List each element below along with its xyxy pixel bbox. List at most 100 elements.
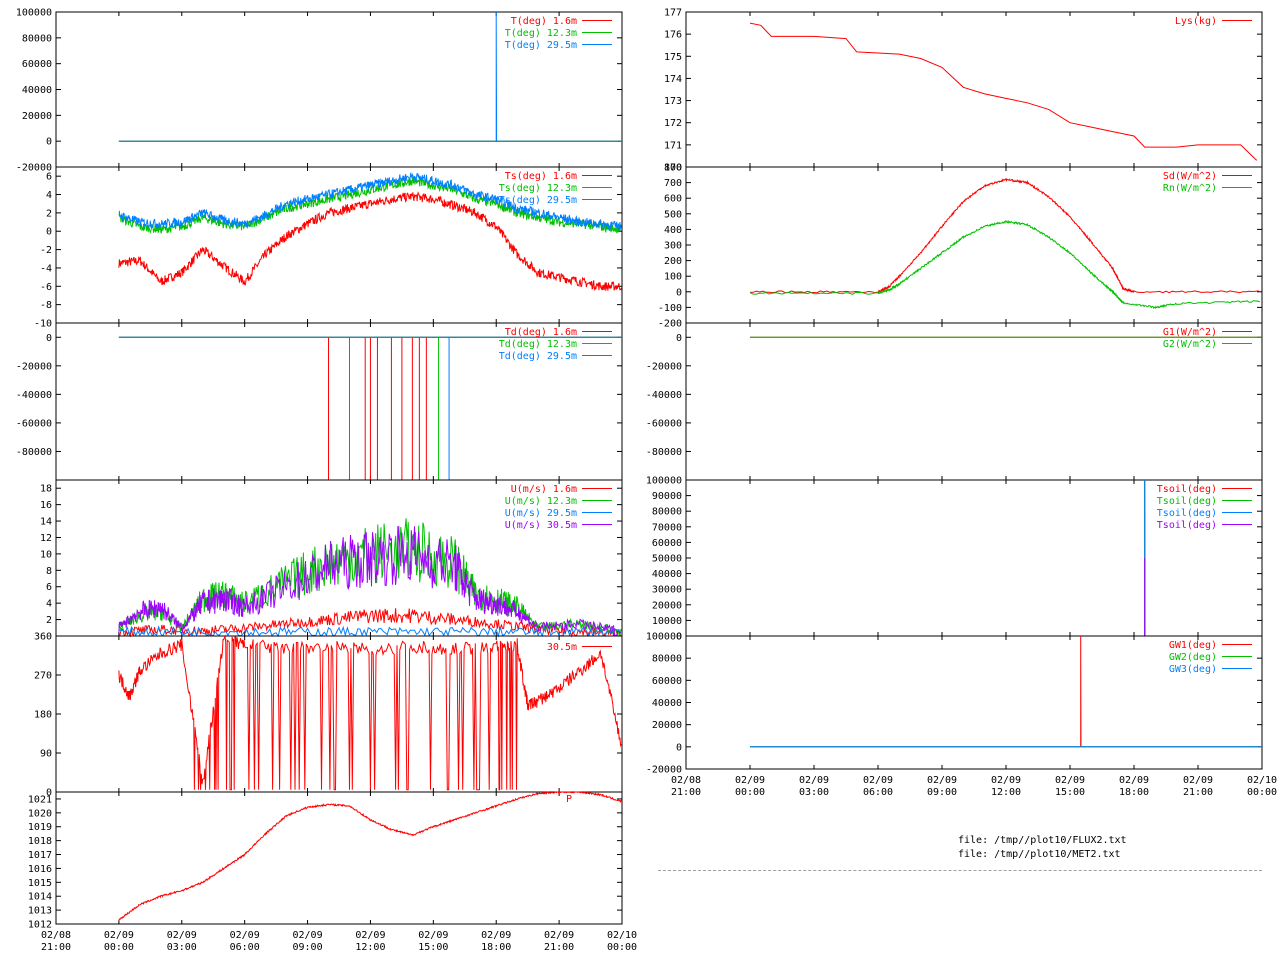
x-tick-label-time: 03:00 [799,787,829,798]
y-tick-label: 270 [34,671,52,682]
y-tick-label: 30000 [652,585,682,596]
y-tick-label: 200 [664,256,682,267]
series-line-red [749,177,1259,294]
file-list: file: /tmp//plot10/FLUX2.txt file: /tmp/… [958,834,1127,862]
plot-frame [685,11,1263,168]
y-tick-label: 360 [34,632,52,643]
y-tick-label: -20000 [646,361,682,372]
y-tick-label: -2 [40,245,52,256]
chart-panel-dir: 0 90 180 270 360 30.5m [34,632,623,799]
legend-label: Td(deg) 29.5m [499,351,577,362]
y-tick-label: 1020 [28,808,52,819]
y-tick-label: 14 [40,517,52,528]
x-tick-label-time: 09:00 [293,942,323,953]
legend-label: U(m/s) 12.3m [505,496,577,507]
series-line-blue [118,172,622,231]
legend-label: P [566,794,572,805]
y-tick-label: 60000 [652,538,682,549]
y-tick-label: 1018 [28,836,52,847]
file-line-flux: file: /tmp//plot10/FLUX2.txt [958,835,1127,846]
y-tick-label: -6 [40,282,52,293]
y-tick-label: 40000 [22,85,52,96]
x-tick-label-date: 02/09 [104,930,134,941]
x-tick-label-date: 02/09 [481,930,511,941]
series-line-red [749,22,1258,161]
y-tick-label: 6 [46,582,52,593]
y-tick-label: 174 [664,74,682,85]
y-tick-label: 70000 [652,522,682,533]
y-tick-label: 1014 [28,892,52,903]
x-tick-label-date: 02/09 [799,775,829,786]
legend-label: 30.5m [547,642,577,653]
x-tick-label-time: 12:00 [355,942,385,953]
y-tick-label: 0 [46,788,52,799]
x-tick-label-time: 18:00 [1119,787,1149,798]
y-tick-label: -100 [658,303,682,314]
series-line-green [749,219,1261,310]
y-tick-label: 172 [664,118,682,129]
x-tick-label-date: 02/09 [293,930,323,941]
legend-label: Tsoil(deg) [1157,508,1217,519]
y-tick-label: 1019 [28,822,52,833]
y-tick-label: 80000 [22,33,52,44]
x-tick-label-time: 00:00 [735,787,765,798]
chart-panel-rad: -200 -100 0 100 200 300 400 500 600 700 800 Sd(W/m^… [658,163,1263,330]
y-tick-label: 600 [664,194,682,205]
chart-panel-p: 1012 1013 1014 1015 1016 1017 1018 1019 1020 1021… [28,790,623,931]
y-tick-label: 100000 [16,8,52,19]
y-tick-label: 20000 [652,600,682,611]
x-tick-label-date: 02/09 [863,775,893,786]
y-tick-label: 0 [676,742,682,753]
legend-label: U(m/s) 1.6m [511,484,577,495]
y-tick-label: 0 [676,287,682,298]
x-tick-label-time: 15:00 [418,942,448,953]
x-tick-label-date: 02/09 [230,930,260,941]
legend-label: Tsoil(deg) [1157,496,1217,507]
y-tick-label: 0 [676,632,682,643]
legend-label: Sd(W/m^2) [1163,171,1217,182]
y-tick-label: 1015 [28,878,52,889]
y-tick-label: 80000 [652,654,682,665]
x-tick-label-date: 02/09 [927,775,957,786]
y-tick-label: 100 [664,272,682,283]
legend-label: T(deg) 12.3m [505,28,577,39]
series-line-red [118,790,622,921]
x-tick-label-date: 02/08 [671,775,701,786]
x-tick-label-time: 21:00 [1183,787,1213,798]
y-tick-label: 300 [664,241,682,252]
y-tick-label: 60000 [22,59,52,70]
legend-label: Td(deg) 12.3m [499,339,577,350]
x-tick-label-time: 21:00 [41,942,71,953]
y-tick-label: 90 [40,749,52,760]
chart-panel-gw: -20000 0 20000 40000 60000 80000 100000 GW1(deg… [646,632,1263,776]
y-tick-label: -8 [40,300,52,311]
legend-label: G2(W/m^2) [1163,339,1217,350]
y-tick-label: -60000 [646,418,682,429]
y-tick-label: -10 [34,319,52,330]
y-tick-label: 60000 [652,676,682,687]
legend-label: Tsoil(deg) [1157,484,1217,495]
y-tick-label: 1012 [28,920,52,931]
y-tick-label: -40000 [16,390,52,401]
series-line-blue [118,11,622,142]
y-tick-label: 173 [664,96,682,107]
y-tick-label: -40000 [646,390,682,401]
legend-label: U(m/s) 30.5m [505,520,577,531]
y-tick-label: 20000 [652,720,682,731]
series-line-purple [118,526,622,636]
legend-label: Lys(kg) [1175,16,1217,27]
y-tick-label: -80000 [16,447,52,458]
legend-label: Tsoil(deg) [1157,520,1217,531]
y-tick-label: 50000 [652,554,682,565]
x-tick-label-time: 12:00 [991,787,1021,798]
x-tick-label-date: 02/09 [167,930,197,941]
legend-label: T(deg) 29.5m [505,40,577,51]
x-tick-label-time: 21:00 [544,942,574,953]
y-tick-label: 0 [46,227,52,238]
y-tick-label: 1016 [28,864,52,875]
x-tick-label-date: 02/09 [355,930,385,941]
legend-label: Td(deg) 1.6m [505,327,577,338]
x-tick-label-date: 02/09 [991,775,1021,786]
